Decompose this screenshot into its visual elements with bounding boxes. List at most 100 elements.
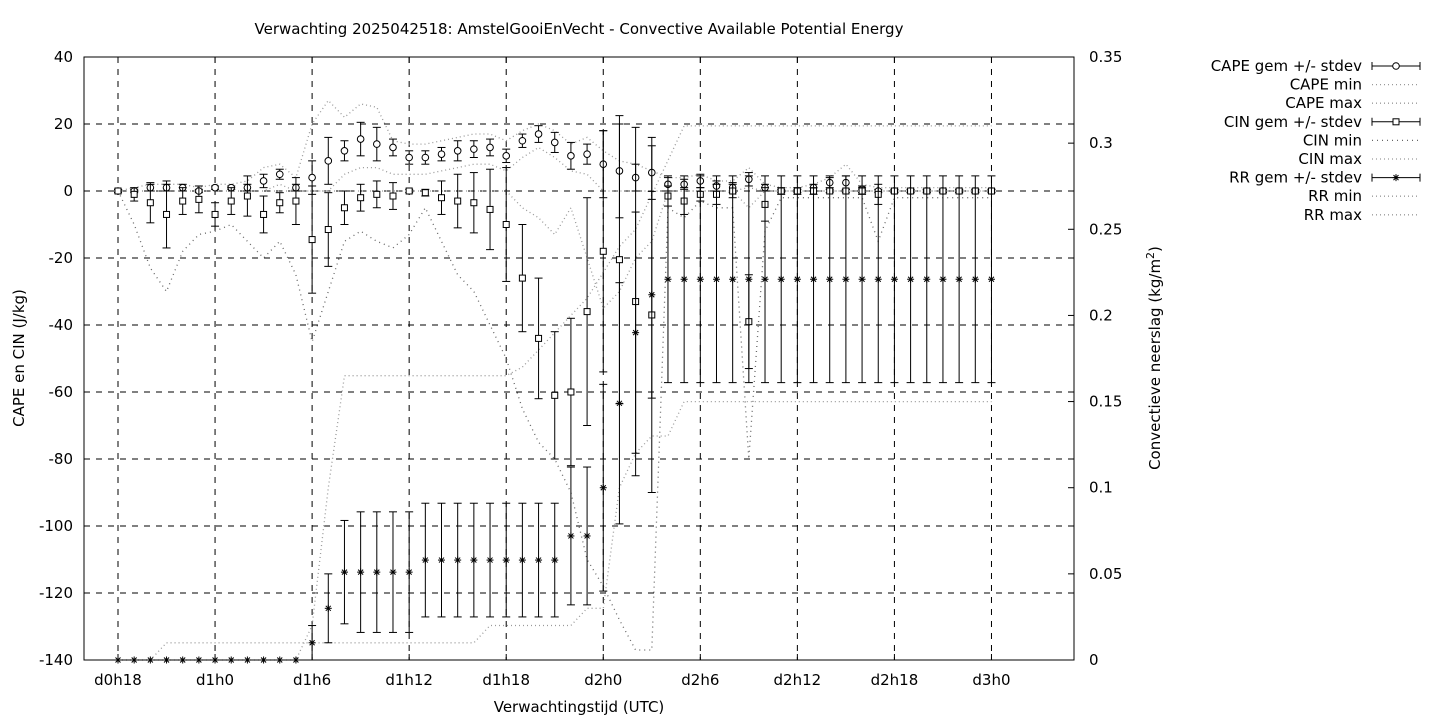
y-tick-label: -80 [49,450,74,468]
legend-label: RR max [1304,206,1362,224]
data-point [454,556,462,564]
data-point [470,145,478,153]
star-stroke [487,557,493,563]
data-point [486,143,494,152]
data-point [357,568,365,576]
x-tick-label: d3h0 [972,671,1010,689]
data-point [389,143,397,152]
data-point [163,210,171,218]
data-point [987,275,995,283]
data-point [793,275,801,283]
y-tick-label: -140 [39,651,73,669]
legend-label: CIN max [1298,150,1362,168]
data-point [518,556,526,564]
star-stroke [357,569,364,575]
x-tick-label: d1h12 [385,671,433,689]
data-point [179,197,187,205]
data-point [971,275,979,283]
data-point [211,183,219,192]
data-point [453,147,462,155]
data-point [405,568,413,576]
data-point [712,275,720,283]
data-point [130,190,138,198]
data-point [340,568,348,576]
star-stroke [341,569,348,575]
star-stroke [454,557,461,563]
data-point [534,130,543,138]
data-point [259,177,268,185]
star-stroke [697,276,704,283]
data-point [502,556,510,564]
star-stroke [422,557,429,563]
x-tick-label: d0h18 [94,671,142,689]
data-point [664,275,672,283]
data-point [389,192,397,200]
star-stroke [438,557,445,563]
data-point [939,275,947,283]
star-stroke [471,557,477,563]
data-point [405,187,413,195]
data-point [696,275,704,283]
data-point [211,210,219,218]
data-point [1392,118,1400,126]
star-stroke [713,276,720,283]
plot-area [114,99,996,664]
y-tick-label: -60 [49,383,74,401]
star-stroke [972,276,979,283]
data-point [470,199,478,207]
data-point [324,604,332,612]
data-point [356,135,365,143]
star-stroke [875,276,882,283]
data-point [680,275,688,283]
y2-tick-label: 0.15 [1089,393,1122,411]
data-point [421,189,429,197]
y-tick-label: -120 [39,584,73,602]
data-point [567,152,575,160]
axes: d0h18 d1h0 d1h6 d1h12 d1h18 d2h0 d2h6 d2h12 d2h1… [39,48,1122,689]
data-point [195,195,203,203]
star-stroke [940,276,946,283]
legend-label: CIN gem +/- stdev [1224,113,1362,131]
y2-tick-label: 0 [1089,651,1099,669]
legend-label: RR min [1308,187,1362,205]
x-tick-label: d2h6 [681,671,719,689]
star-stroke [503,557,510,563]
x-tick-label: d2h18 [871,671,919,689]
star-stroke [648,291,655,298]
data-point [308,173,316,182]
data-point [340,204,348,212]
data-point [1392,62,1400,70]
star-stroke [745,276,752,283]
grid [84,56,1074,661]
y2-axis-label-main: Convectieve neerslag (kg/m [1146,259,1164,470]
series-line-cin-max [118,190,992,310]
star-stroke [632,329,639,336]
data-point [615,256,623,264]
data-point [357,194,365,202]
y2-axis-label: Convectieve neerslag (kg/m2) [1144,246,1164,470]
y-tick-label: 20 [54,115,73,133]
data-point [599,247,607,255]
x-tick-label: d1h18 [482,671,530,689]
star-stroke [729,276,736,283]
data-point [923,275,931,283]
data-point [373,568,381,576]
data-point [729,275,737,283]
star-stroke [390,569,396,575]
data-point [535,556,543,564]
data-point [518,136,527,145]
data-point [260,210,268,218]
data-point [502,221,510,228]
data-point [275,170,284,179]
y2-tick-label: 0.2 [1089,306,1113,324]
data-point [389,568,397,576]
data-point [551,391,559,399]
legend-label: CAPE gem +/- stdev [1211,57,1362,75]
star-stroke [325,605,332,612]
series-cape-gem-stdev [114,121,996,219]
data-point [438,556,446,564]
y2-tick-label: 0.35 [1089,48,1122,66]
data-point [842,275,850,283]
